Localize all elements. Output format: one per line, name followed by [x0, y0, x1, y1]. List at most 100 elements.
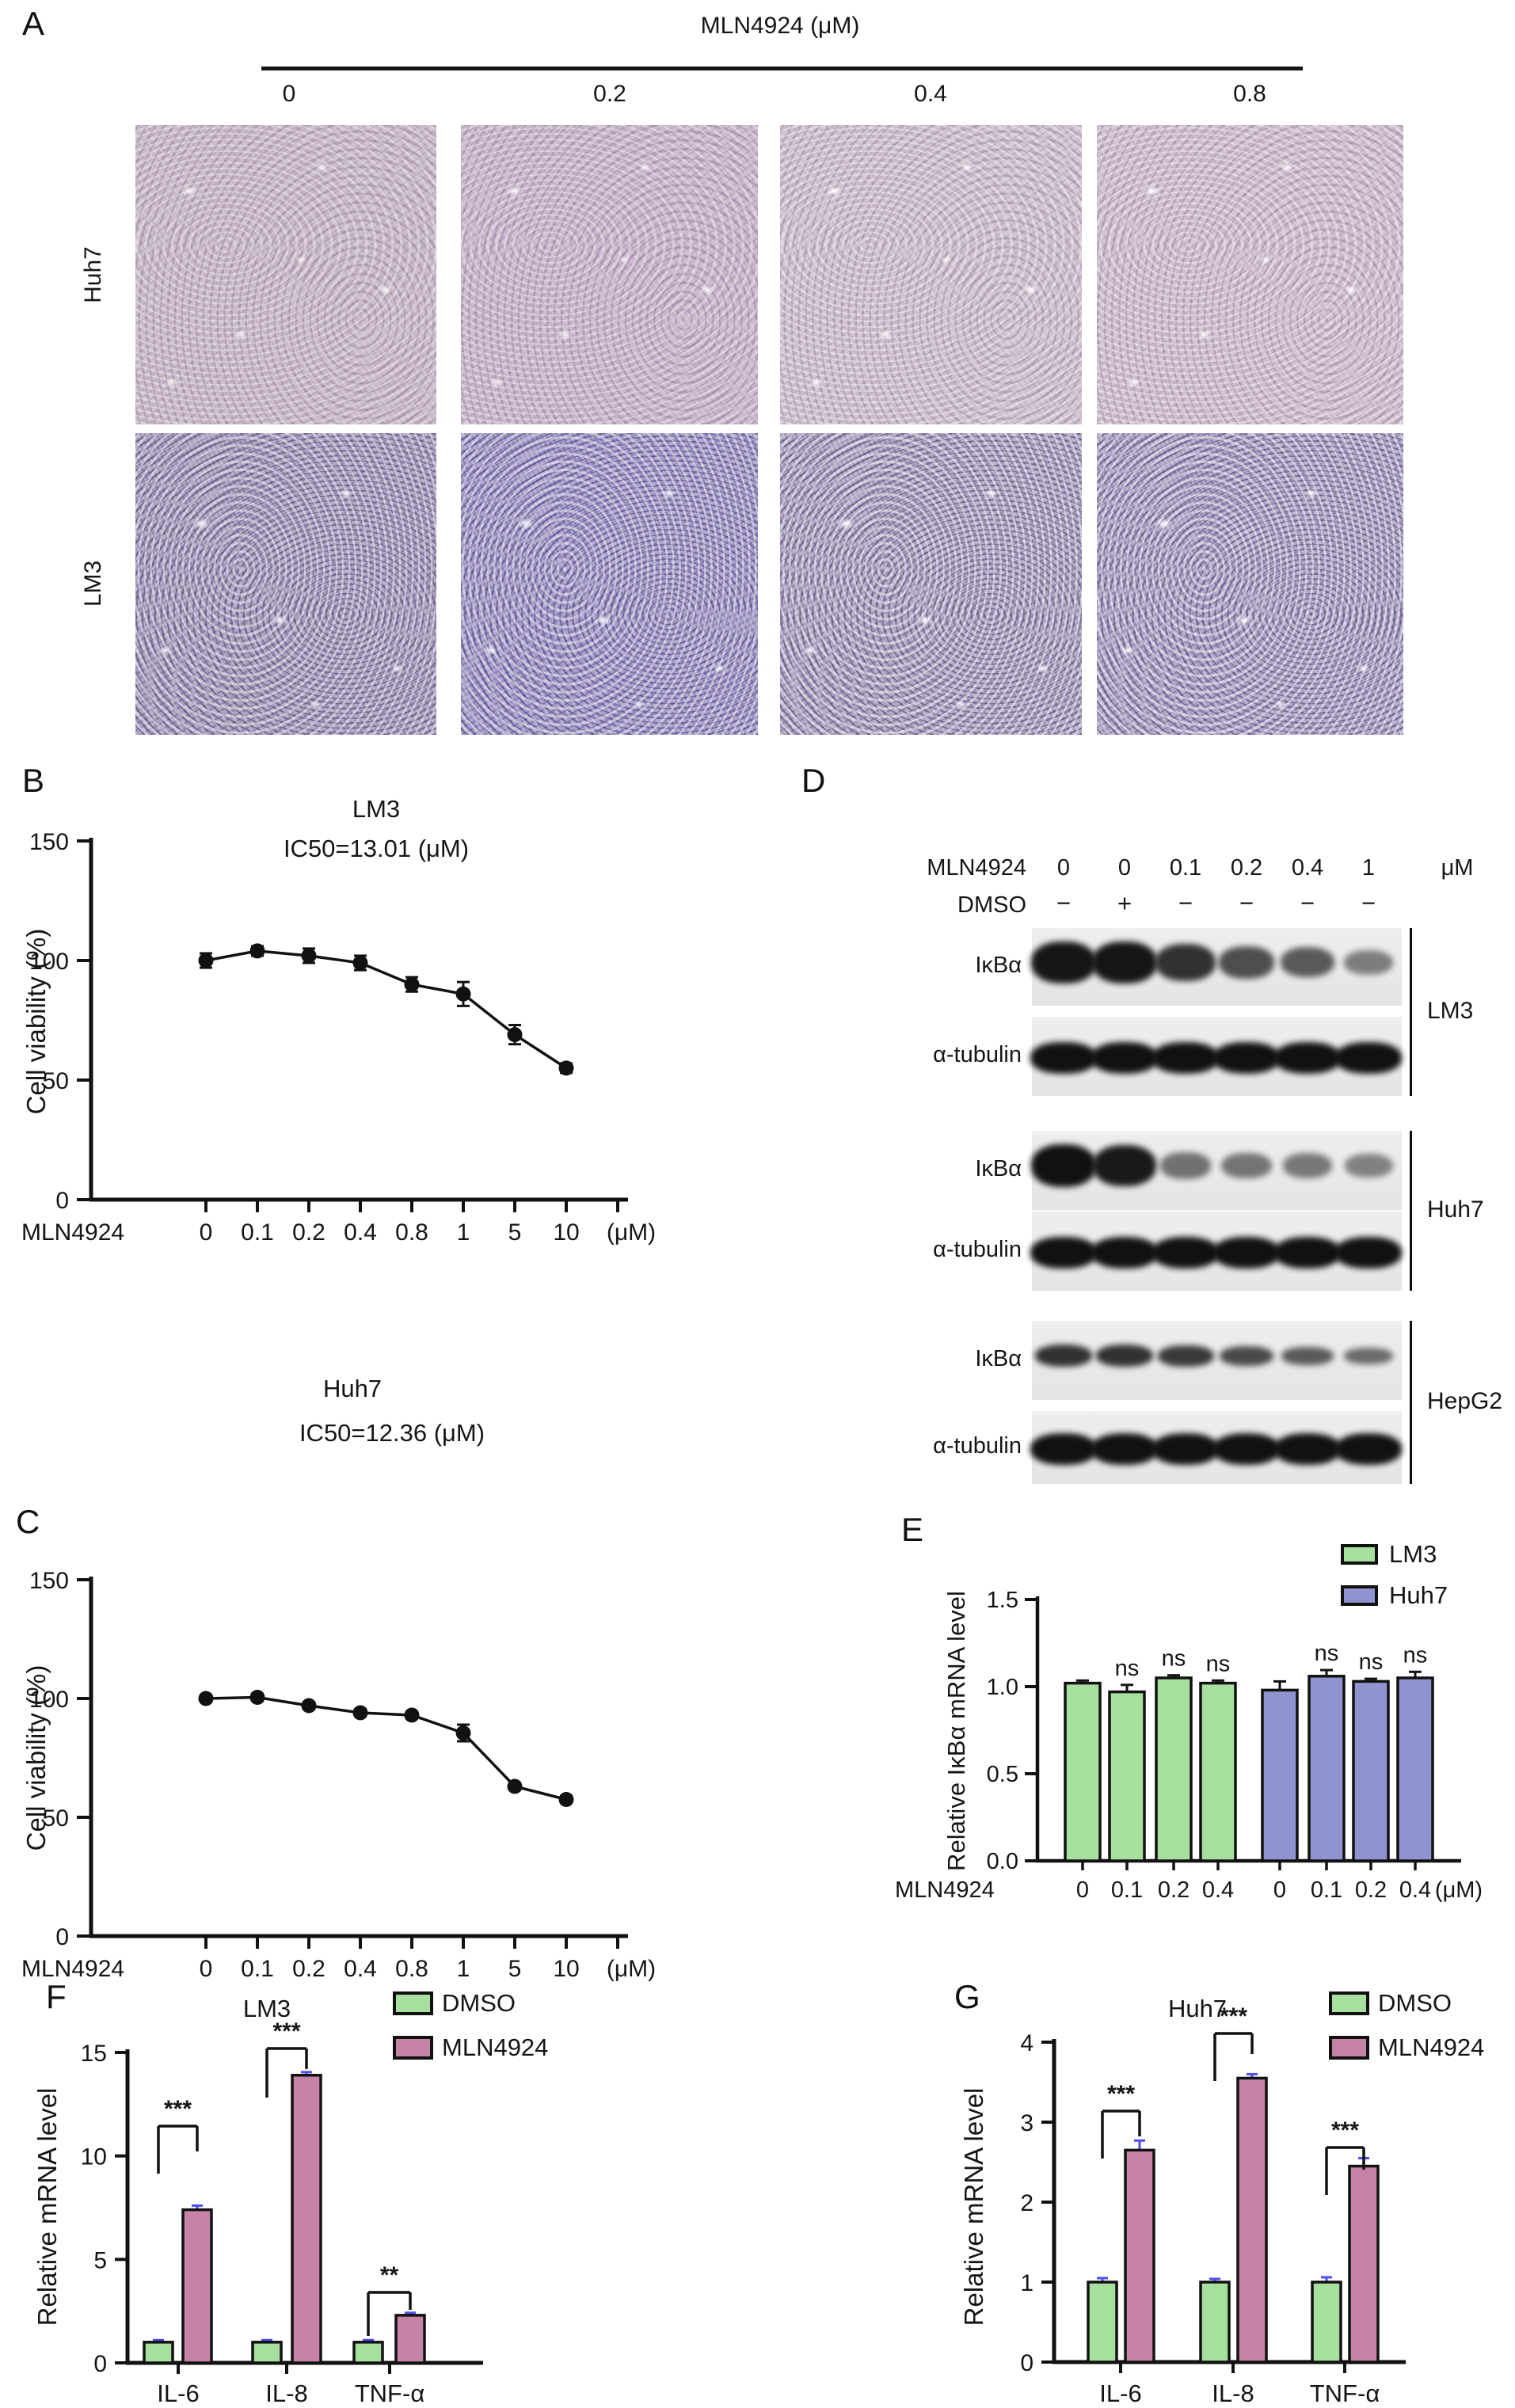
svg-text:0: 0	[1076, 1877, 1089, 1903]
svg-text:**: **	[380, 2262, 399, 2288]
dose-value: 0	[1117, 855, 1132, 881]
protein-band	[1155, 943, 1216, 981]
protein-band	[1343, 1347, 1394, 1364]
svg-text:50: 50	[43, 1068, 69, 1094]
svg-text:10: 10	[553, 1219, 579, 1246]
svg-text:0: 0	[200, 1956, 213, 1982]
svg-text:***: ***	[1220, 2003, 1247, 2029]
protein-band	[1160, 1152, 1211, 1179]
svg-text:1.5: 1.5	[987, 1588, 1018, 1613]
dose-value: 0.4	[1291, 855, 1324, 881]
protein-band	[1034, 1345, 1093, 1367]
svg-text:***: ***	[164, 2096, 192, 2122]
protein-band	[1282, 1152, 1333, 1179]
svg-text:0: 0	[55, 1924, 69, 1950]
svg-text:(μM): (μM)	[607, 1219, 656, 1246]
protein-band	[1344, 1153, 1393, 1178]
svg-text:0: 0	[1273, 1877, 1286, 1903]
svg-text:IC50=13.01 (μM): IC50=13.01 (μM)	[284, 835, 469, 862]
svg-text:0.8: 0.8	[395, 1956, 428, 1982]
protein-band	[1030, 1432, 1097, 1465]
protein-band	[1335, 1237, 1402, 1269]
panel-c-label: C	[16, 1503, 40, 1540]
protein-band	[1152, 1432, 1219, 1465]
protein-band	[1335, 1042, 1402, 1074]
blot-lm3-tubulin	[1030, 1017, 1402, 1096]
cell-line-label-huh7: Huh7	[1427, 1196, 1484, 1223]
svg-text:5: 5	[93, 2247, 107, 2273]
protein-band	[1031, 1144, 1096, 1187]
svg-text:IC50=12.36 (μM): IC50=12.36 (μM)	[299, 1419, 485, 1447]
svg-text:0.1: 0.1	[1311, 1877, 1342, 1903]
dose-value: 0.1	[1169, 855, 1202, 881]
blot-huh7-tubulin	[1030, 1212, 1402, 1291]
svg-text:50: 50	[43, 1805, 69, 1832]
svg-text:ns: ns	[1162, 1646, 1186, 1672]
protein-band	[1213, 1432, 1280, 1465]
svg-text:Relative mRNA level: Relative mRNA level	[32, 2088, 62, 2326]
svg-text:TNF-α: TNF-α	[1310, 2379, 1380, 2407]
dmso-row-label: DMSO	[957, 892, 1026, 918]
micrograph-lm3-0.4um	[780, 433, 1082, 735]
western-blot-panel: MLN4924 0 0 0.1 0.2 0.4 1 μM DMSO − + − − − − IκBα α-tub…	[871, 851, 1515, 1493]
svg-text:100: 100	[29, 1687, 69, 1713]
mln4924-dose-row-label: MLN4924	[927, 855, 1026, 881]
svg-text:150: 150	[29, 1568, 69, 1594]
dmso-flag: −	[1056, 889, 1072, 917]
ikba-mrna-chart: Relative IκBα mRNA level 0.0 0.5 1.0 1.5 MLN4…	[895, 1588, 1483, 1903]
svg-text:2: 2	[1020, 2190, 1033, 2216]
svg-text:ns: ns	[1359, 1649, 1384, 1675]
protein-band	[1274, 1237, 1341, 1269]
panel-d-label: D	[801, 762, 826, 799]
svg-text:1: 1	[1020, 2270, 1033, 2296]
dmso-flag: −	[1178, 889, 1193, 917]
svg-text:0.1: 0.1	[241, 1956, 274, 1982]
micrograph-huh7-0.2um	[461, 125, 758, 424]
protein-band	[1344, 949, 1393, 975]
svg-text:0.4: 0.4	[344, 1219, 377, 1246]
protein-band	[1335, 1432, 1402, 1465]
svg-text:(μM): (μM)	[1435, 1877, 1483, 1903]
svg-text:0: 0	[55, 1188, 69, 1214]
blot-huh7-ikba	[1031, 1131, 1402, 1210]
lm3-legend-label: LM3	[1389, 1540, 1437, 1568]
svg-text:0.4: 0.4	[1202, 1877, 1234, 1903]
protein-band	[1091, 1237, 1158, 1269]
svg-text:100: 100	[29, 949, 69, 975]
svg-text:0.4: 0.4	[1399, 1877, 1431, 1903]
panel-b-label: B	[22, 762, 45, 799]
svg-text:***: ***	[1107, 2081, 1135, 2107]
svg-text:0: 0	[1020, 2350, 1033, 2376]
dose-value: 0	[1056, 855, 1071, 881]
micrograph-huh7-0.8um	[1097, 125, 1403, 424]
svg-text:0.5: 0.5	[987, 1762, 1018, 1787]
protein-band	[1091, 1042, 1158, 1074]
protein-band	[1030, 1237, 1097, 1269]
svg-text:0.0: 0.0	[987, 1849, 1018, 1874]
panel-a-label: A	[22, 5, 45, 42]
svg-text:IL-8: IL-8	[1212, 2379, 1254, 2407]
ikba-label: IκBα	[975, 1346, 1022, 1371]
svg-text:5: 5	[508, 1956, 522, 1982]
protein-band	[1152, 1042, 1219, 1074]
micrograph-lm3-0.2um	[461, 433, 758, 735]
micrograph-lm3-0.8um	[1097, 433, 1403, 735]
legend-item-huh7: Huh7	[1341, 1581, 1448, 1610]
svg-text:Cell viability (%): Cell viability (%)	[21, 929, 51, 1115]
protein-band	[1095, 1345, 1154, 1367]
svg-text:4: 4	[1020, 2030, 1033, 2056]
svg-text:10: 10	[553, 1956, 579, 1982]
svg-text:DMSO: DMSO	[442, 1989, 516, 2017]
micrograph-huh7-0um	[135, 125, 436, 424]
protein-band	[1219, 1345, 1274, 1366]
svg-text:0.2: 0.2	[292, 1219, 325, 1246]
svg-text:Huh7: Huh7	[323, 1375, 382, 1402]
protein-band	[1213, 1237, 1280, 1269]
svg-text:10: 10	[81, 2144, 107, 2170]
svg-text:ns: ns	[1315, 1641, 1339, 1666]
dmso-flag: −	[1361, 889, 1376, 917]
protein-band	[1274, 1042, 1341, 1074]
protein-band	[1274, 1432, 1341, 1465]
